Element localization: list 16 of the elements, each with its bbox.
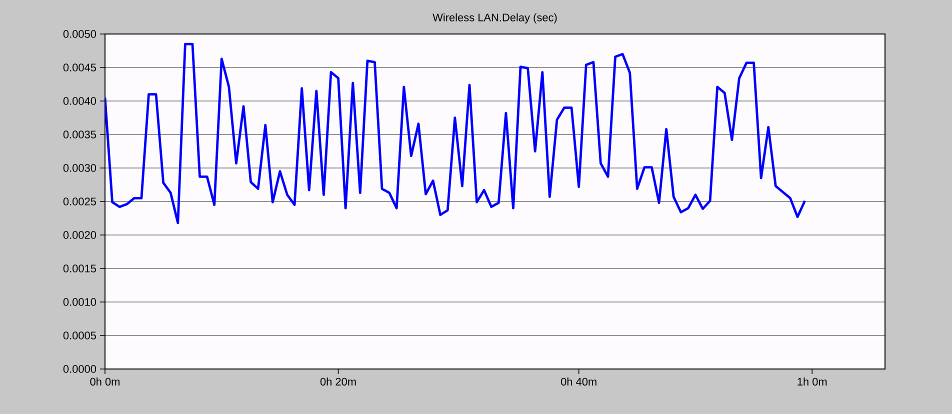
y-tick-label: 0.0035 [63,130,96,138]
x-tick-label: 1h 0m [798,378,827,386]
y-tick-label: 0.0000 [63,365,96,373]
y-tick-label: 0.0050 [63,30,96,38]
x-tick-label: 0h 0m [90,378,120,386]
y-tick-label: 0.0010 [63,298,96,306]
y-tick-label: 0.0005 [63,332,96,340]
y-tick-label: 0.0020 [63,231,96,239]
y-tick-label: 0.0015 [63,264,96,272]
chart-title: Wireless LAN.Delay (sec) [432,13,557,24]
y-tick-label: 0.0030 [63,164,96,172]
x-tick-label: 0h 40m [560,378,596,386]
y-tick-label: 0.0025 [63,198,96,206]
y-tick-label: 0.0040 [63,97,96,105]
y-tick-label: 0.0045 [63,64,96,72]
x-tick-label: 0h 20m [320,378,356,386]
